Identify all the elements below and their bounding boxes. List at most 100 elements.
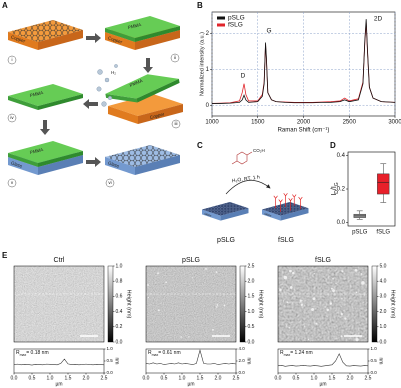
label-part: R bbox=[280, 350, 284, 356]
y-axis-title: ID/IG bbox=[331, 182, 340, 195]
panel-label: A bbox=[2, 1, 8, 10]
particle bbox=[188, 336, 190, 338]
label-part: /I bbox=[331, 186, 338, 190]
ring bbox=[236, 151, 248, 165]
legend-swatch bbox=[217, 16, 225, 20]
colorbar bbox=[239, 265, 246, 343]
particle bbox=[299, 320, 301, 322]
step-numeral: ii bbox=[174, 55, 176, 60]
x-tick-label: 1.0 bbox=[179, 375, 186, 381]
x-tick-label: 2.0 bbox=[215, 375, 222, 381]
profile-y-title: nm bbox=[378, 358, 384, 365]
rmax-label: Rmax= 1.24 nm bbox=[280, 350, 313, 357]
panel-label: E bbox=[2, 251, 8, 260]
pslg-substrate: Glass bbox=[202, 202, 249, 221]
bubble bbox=[97, 69, 103, 75]
reaction-arrow bbox=[225, 180, 271, 195]
y-tick-label: 0 bbox=[206, 103, 210, 109]
x-tick-label: 2.0 bbox=[347, 375, 354, 381]
rmax-label: Rmax= 0.18 nm bbox=[16, 350, 49, 357]
reagent-label: CO₂H bbox=[253, 148, 265, 153]
fslg-substrate: Glass bbox=[262, 193, 309, 221]
profile-x-title: µm bbox=[319, 381, 326, 387]
particle bbox=[223, 304, 226, 307]
layer-label: Glass bbox=[107, 160, 120, 169]
label-part: = 1.24 nm bbox=[290, 350, 312, 356]
step-iv: PMMA iv bbox=[7, 84, 83, 123]
colorbar-tick-label: 4.0 bbox=[380, 279, 387, 285]
colorbar bbox=[107, 265, 114, 343]
x-tick-label: 0.5 bbox=[29, 375, 36, 381]
label-part: R bbox=[148, 350, 152, 356]
step-i: Copper i bbox=[7, 20, 83, 65]
layer-label: Copper bbox=[107, 35, 123, 44]
profile-y-title: nm bbox=[114, 358, 120, 365]
particle bbox=[326, 315, 328, 317]
peak-label: D bbox=[241, 73, 246, 80]
step-ii: PMMA Copper ii bbox=[105, 16, 180, 63]
particle bbox=[165, 281, 167, 284]
x-tick-label: 1.0 bbox=[311, 375, 318, 381]
particle bbox=[332, 278, 334, 280]
particle bbox=[332, 289, 335, 293]
particle bbox=[354, 268, 358, 272]
arrow bbox=[143, 58, 153, 73]
colorbar-tick-label: 0.2 bbox=[116, 324, 123, 330]
label-part: G bbox=[334, 182, 340, 186]
x-tick-label: 0.5 bbox=[161, 375, 168, 381]
particle bbox=[192, 277, 194, 279]
y-tick-label: 1.0 bbox=[107, 346, 114, 351]
colorbar-tick-label: 0.6 bbox=[116, 294, 123, 300]
particle bbox=[147, 284, 149, 286]
layer-label: Copper bbox=[10, 34, 26, 43]
x-tick-label: 0.0 bbox=[143, 375, 150, 381]
arrow bbox=[40, 120, 50, 135]
image-frame bbox=[145, 265, 237, 343]
bond bbox=[231, 160, 238, 165]
y-tick-label: 0.5 bbox=[107, 358, 114, 363]
bubble bbox=[101, 101, 107, 107]
step-circle bbox=[7, 178, 17, 188]
step-vi: Glass vi bbox=[105, 145, 180, 188]
colorbar-tick-label: 5.0 bbox=[380, 263, 387, 269]
legend-swatch bbox=[217, 23, 225, 27]
particle bbox=[334, 297, 336, 299]
x-axis-title: Raman Shift (cm⁻¹) bbox=[278, 128, 330, 134]
label-part: max bbox=[20, 353, 27, 357]
particle bbox=[340, 306, 342, 308]
y-tick-label: 1 bbox=[206, 67, 210, 73]
y-tick-label: 0.0 bbox=[337, 220, 346, 226]
x-tick-label: 2500 bbox=[343, 120, 357, 126]
particle bbox=[335, 282, 337, 284]
gas-label: H₂ bbox=[111, 70, 116, 75]
profile-x-title: µm bbox=[55, 381, 62, 387]
height-profile bbox=[277, 353, 369, 367]
layer-label: PMMA bbox=[29, 90, 43, 98]
colorbar-tick-label: 2.5 bbox=[248, 263, 255, 269]
image-title: fSLG bbox=[315, 257, 331, 264]
afm-image bbox=[278, 266, 368, 342]
particle bbox=[355, 338, 359, 342]
label-part: R bbox=[16, 350, 20, 356]
label-part: max bbox=[284, 353, 291, 357]
particle bbox=[215, 271, 218, 273]
particle bbox=[299, 299, 302, 302]
particle bbox=[283, 275, 288, 280]
y-tick-label: 1.0 bbox=[371, 346, 378, 351]
particle bbox=[307, 338, 310, 340]
step-circle bbox=[7, 55, 17, 65]
peak-label: 2D bbox=[374, 16, 383, 23]
panel-label: C bbox=[197, 141, 203, 150]
step-circle bbox=[105, 178, 115, 188]
x-tick-label: 2.5 bbox=[101, 375, 108, 381]
particle bbox=[286, 301, 289, 303]
arrow bbox=[83, 99, 98, 109]
step-numeral: v bbox=[11, 180, 14, 185]
particle bbox=[360, 274, 362, 276]
image-frame bbox=[277, 265, 369, 343]
x-tick-label: 1.5 bbox=[65, 375, 72, 381]
colorbar-tick-label: 0.8 bbox=[116, 279, 123, 285]
height-profile bbox=[13, 358, 105, 366]
step-numeral: vi bbox=[108, 180, 111, 185]
x-tick-label: 1.5 bbox=[197, 375, 204, 381]
